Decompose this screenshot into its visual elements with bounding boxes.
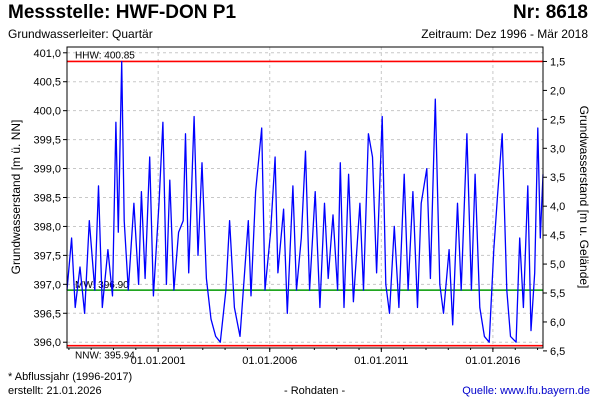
y-tick-label: 397,5 xyxy=(33,250,61,262)
y2-axis-label: Grundwasserstand [m u. Gelände] xyxy=(577,106,591,289)
y2-tick-label: 4,5 xyxy=(550,230,565,242)
y2-tick-label: 3,5 xyxy=(550,172,565,184)
axes: 401,0 400,5 400,0 399,5 399,0 398,5 398,0 397,5… xyxy=(33,48,565,367)
y-tick-label: 400,5 xyxy=(33,77,61,89)
y-tick-label: 396,0 xyxy=(33,337,61,349)
page-title: Messstelle: HWF-DON P1 xyxy=(8,2,237,23)
y-tick-label: 399,0 xyxy=(33,164,61,176)
created-date: erstellt: 21.01.2026 xyxy=(8,385,102,397)
y-tick-label: 396,5 xyxy=(33,308,61,320)
y-axis-label: Grundwasserstand [m ü. NN] xyxy=(9,120,23,275)
x-tick-label: 01.01.2011 xyxy=(354,355,408,367)
x-tick-label: 01.01.2001 xyxy=(131,355,186,367)
y2-tick-label: 5,5 xyxy=(550,288,565,300)
rohdaten-label: - Rohdaten - xyxy=(284,385,346,397)
grid xyxy=(67,47,543,348)
ref-label-nnw: NNW: 395.94 xyxy=(75,351,135,362)
y2-tick-label: 1,5 xyxy=(550,56,565,68)
station-number: Nr: 8618 xyxy=(513,2,588,23)
y2-tick-label: 5,0 xyxy=(550,259,565,271)
footnote: * Abflussjahr (1996-2017) xyxy=(8,371,133,383)
aquifer-label: Grundwasserleiter: Quartär xyxy=(8,27,153,41)
x-tick-label: 01.01.2006 xyxy=(242,355,297,367)
x-tick-label: 01.01.2016 xyxy=(465,355,520,367)
y-tick-label: 399,5 xyxy=(33,135,61,147)
y2-tick-label: 2,0 xyxy=(550,85,565,97)
y-tick-label: 400,0 xyxy=(33,106,61,118)
y-tick-label: 398,5 xyxy=(33,193,61,205)
y2-tick-label: 2,5 xyxy=(550,114,565,126)
y2-tick-label: 6,0 xyxy=(550,317,565,329)
period-label: Zeitraum: Dez 1996 - Mär 2018 xyxy=(421,27,588,41)
ref-label-hhw: HHW: 400.85 xyxy=(75,50,135,61)
y2-tick-label: 3,0 xyxy=(550,143,565,155)
source-link[interactable]: Quelle: www.lfu.bayern.de xyxy=(462,385,590,397)
y-tick-label: 397,0 xyxy=(33,279,61,291)
y-tick-label: 398,0 xyxy=(33,221,61,233)
series-layer xyxy=(66,60,544,343)
y2-tick-label: 6,5 xyxy=(550,346,565,358)
y-tick-label: 401,0 xyxy=(33,48,61,60)
series-line xyxy=(66,60,544,343)
y2-tick-label: 4,0 xyxy=(550,201,565,213)
